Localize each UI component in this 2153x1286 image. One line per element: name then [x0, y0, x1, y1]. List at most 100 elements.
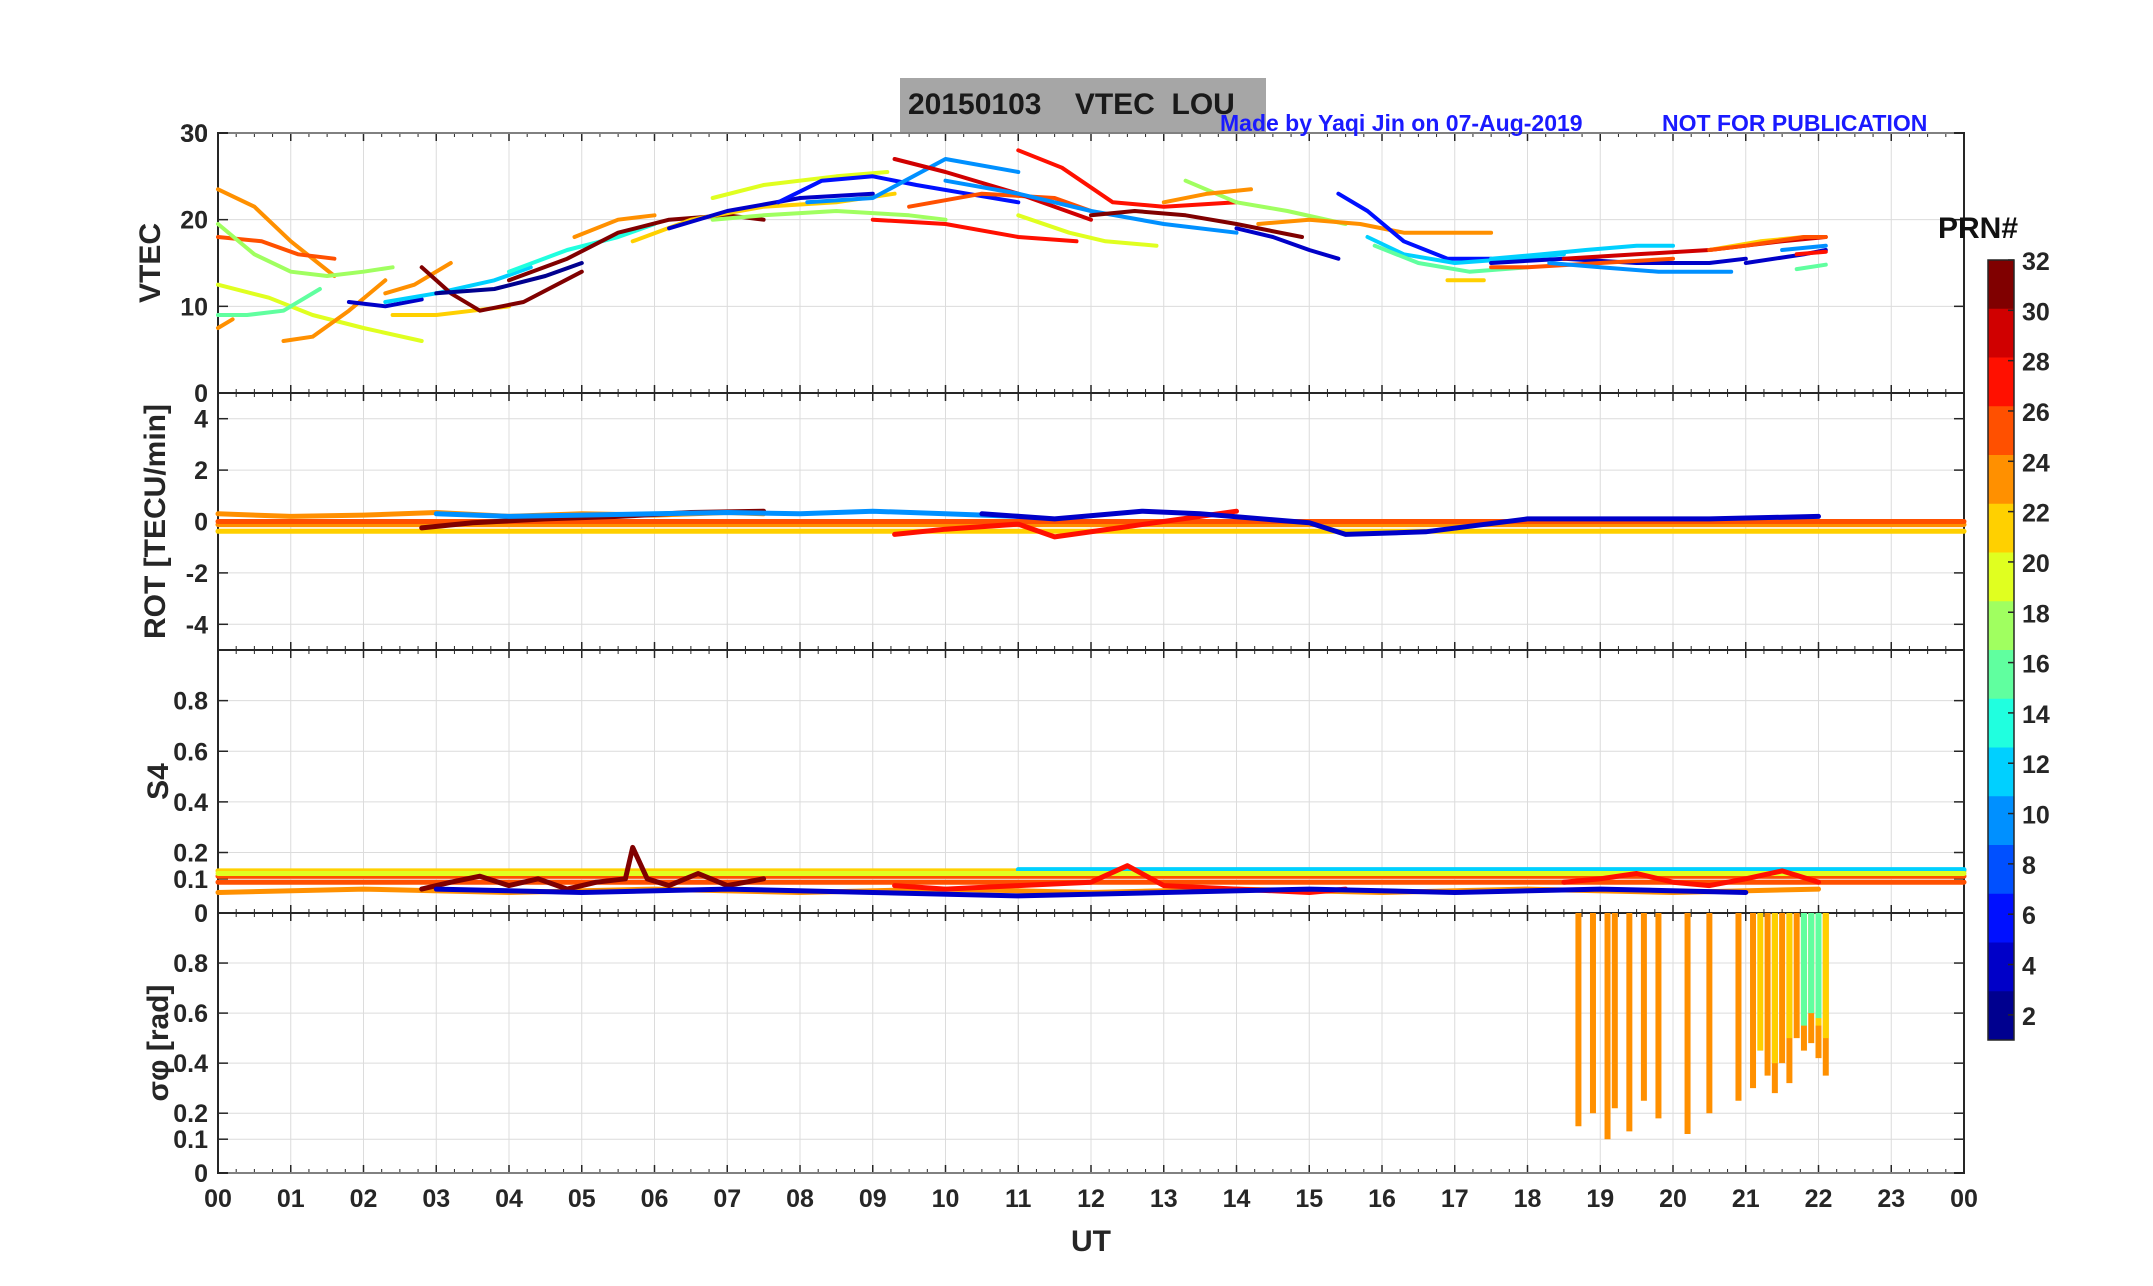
y-tick-label: 0.2 [173, 1100, 208, 1128]
series-prn-3 [1489, 256, 1748, 265]
series-prn-10 [805, 157, 1021, 205]
y-tick-label: 0 [194, 380, 208, 408]
series-prn-19 [1016, 213, 1159, 248]
colorbar-segment [1988, 601, 2014, 651]
series-prn-27 [1561, 868, 1821, 889]
x-tick-label: 21 [1732, 1185, 1760, 1213]
series-prn-24 [572, 213, 657, 239]
series-prn-4 [433, 886, 1749, 899]
colorbar-tick-label: 30 [2022, 298, 2050, 326]
colorbar-tick-label: 10 [2022, 802, 2050, 830]
not-for-publication-notice: NOT FOR PUBLICATION [1662, 110, 1928, 136]
x-tick-label: 04 [495, 1185, 523, 1213]
x-tick-label: 00 [204, 1185, 232, 1213]
y-tick-label: 0.4 [173, 1050, 208, 1078]
x-tick-label: 16 [1368, 1185, 1396, 1213]
colorbar-segment [1988, 796, 2014, 846]
series-prn-17 [710, 209, 948, 222]
x-tick-label: 14 [1223, 1185, 1251, 1213]
colorbar-tick-label: 2 [2022, 1003, 2036, 1031]
panel-ROT: -4 -2 0 2 4 ROT [TECU/min] [139, 392, 1967, 651]
series-prn-26 [216, 235, 337, 261]
colorbar-segment [1988, 893, 2014, 943]
series-prn-24 [1256, 217, 1494, 235]
colorbar-tick-label: 6 [2022, 902, 2036, 930]
x-tick-label: 23 [1877, 1185, 1905, 1213]
series-prn-4 [1234, 226, 1341, 261]
series-prn-23 [216, 187, 337, 278]
series-prn-4 [667, 191, 875, 231]
colorbar-tick-label: 28 [2022, 349, 2050, 377]
y-axis-label: VTEC [134, 223, 167, 303]
colorbar-segment [1988, 650, 2014, 700]
series-prn-16 [1794, 262, 1828, 272]
y-tick-label: 0.6 [173, 738, 208, 766]
x-tick-label: 18 [1514, 1185, 1542, 1213]
x-tick-label: 11 [1005, 1185, 1032, 1213]
series-prn-27 [892, 508, 1239, 540]
series-prn-24 [281, 278, 388, 343]
y-tick-label: 0.1 [173, 1126, 208, 1154]
x-tick-label: 06 [641, 1185, 669, 1213]
y-tick-label: 20 [180, 207, 208, 235]
series-prn-16 [1372, 243, 1530, 274]
x-tick-label: 17 [1441, 1185, 1469, 1213]
panel-sigma_phi: 0 0.10.2 0.4 0.6 0.8 σφ [rad] [142, 912, 1965, 1188]
series-prn-9 [943, 178, 1239, 235]
x-tick-label: 08 [786, 1185, 814, 1213]
y-tick-label: 10 [180, 293, 208, 321]
series-prn-27 [870, 217, 1079, 244]
y-tick-label: -4 [186, 611, 208, 639]
series-prn-10 [1547, 261, 1734, 274]
series-prn-10 [433, 508, 1021, 519]
x-tick-label: 00 [1950, 1185, 1978, 1213]
y-tick-label: 30 [180, 120, 208, 148]
series-prn-25 [907, 191, 1093, 213]
panel-S4: 0 0.10.2 0.4 0.6 0.8 S4 [142, 649, 1967, 928]
colorbar-tick-label: 12 [2022, 751, 2050, 779]
series-prn-19 [710, 170, 890, 200]
y-tick-label: 0.1 [173, 866, 208, 894]
colorbar-tick-label: 18 [2022, 600, 2050, 628]
y-tick-label: 0.6 [173, 1000, 208, 1028]
colorbar-segment [1988, 991, 2014, 1041]
series-prn-31 [419, 844, 767, 892]
y-axis-label: σφ [rad] [142, 985, 175, 1102]
x-tick-label: 22 [1805, 1185, 1833, 1213]
y-tick-label: 0.8 [173, 688, 208, 716]
y-tick-label: 4 [194, 406, 208, 434]
y-tick-label: 0.8 [173, 950, 208, 978]
y-axis-label: ROT [TECU/min] [139, 404, 172, 639]
colorbar-tick-label: 4 [2022, 953, 2036, 981]
x-tick-label: 05 [568, 1185, 596, 1213]
y-tick-label: 0.4 [173, 789, 208, 817]
x-tick-label: 09 [859, 1185, 887, 1213]
y-tick-label: 0 [194, 509, 208, 537]
y-axis-label: S4 [142, 763, 175, 800]
x-tick-label: 12 [1077, 1185, 1105, 1213]
series-prn-2 [434, 261, 584, 296]
x-tick-label: 07 [713, 1185, 741, 1213]
colorbar-segment [1988, 698, 2014, 748]
x-tick-label: 02 [350, 1185, 378, 1213]
x-axis-label: UT [1071, 1225, 1111, 1258]
colorbar-tick-label: 32 [2022, 248, 2050, 276]
colorbar-segment [1988, 552, 2014, 602]
x-tick-label: 19 [1586, 1185, 1614, 1213]
y-tick-label: 0 [194, 1160, 208, 1188]
series-prn-11 [383, 265, 533, 304]
series-prn-25 [1707, 235, 1828, 252]
colorbar-tick-label: 20 [2022, 550, 2050, 578]
y-tick-label: 2 [194, 457, 208, 485]
series-prn-11 [1489, 243, 1675, 261]
series-prn-9 [1780, 243, 1828, 252]
colorbar-tick-label: 22 [2022, 500, 2050, 528]
x-tick-label: 10 [932, 1185, 960, 1213]
colorbar-segment [1988, 406, 2014, 456]
colorbar-segment [1988, 747, 2014, 797]
series-prn-15 [216, 287, 322, 317]
series-prn-17 [216, 222, 395, 278]
